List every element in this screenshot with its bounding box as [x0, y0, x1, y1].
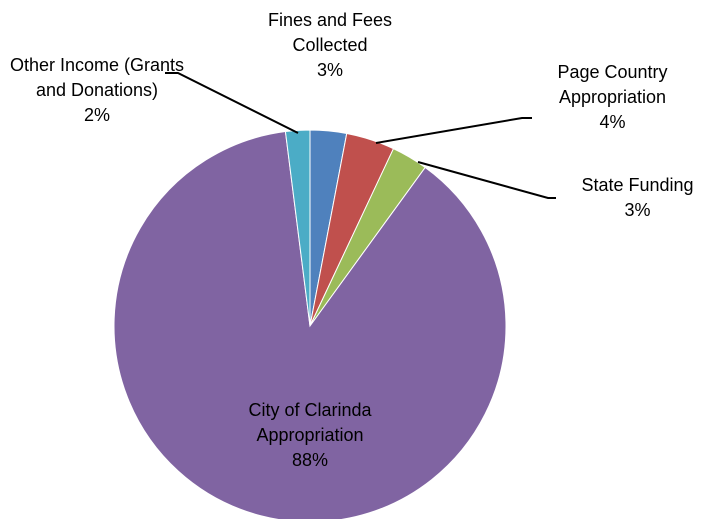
slice-label: Other Income (Grants and Donations) 2%	[2, 53, 192, 128]
slice-label: City of Clarinda Appropriation 88%	[200, 398, 420, 473]
leader-line	[375, 117, 532, 144]
category-name: Page Country Appropriation	[557, 62, 668, 107]
slice-label: State Funding 3%	[555, 173, 715, 223]
category-name: City of Clarinda Appropriation	[248, 400, 372, 445]
slice-label: Fines and Fees Collected 3%	[265, 8, 395, 83]
category-name: Other Income (Grants and Donations)	[9, 55, 185, 100]
leader-line	[417, 161, 556, 199]
pie-slice	[284, 129, 311, 327]
value-label: 4%	[599, 112, 626, 132]
value-label: 3%	[624, 200, 651, 220]
leader-line	[165, 72, 299, 134]
value-label: 2%	[83, 105, 110, 125]
category-name: Fines and Fees Collected	[267, 10, 393, 55]
pie-slice	[113, 130, 507, 519]
value-label: 3%	[316, 60, 343, 80]
slice-label: Page Country Appropriation 4%	[525, 60, 700, 135]
category-name: State Funding	[581, 175, 694, 195]
pie	[113, 129, 507, 519]
value-label: 88%	[291, 450, 329, 470]
